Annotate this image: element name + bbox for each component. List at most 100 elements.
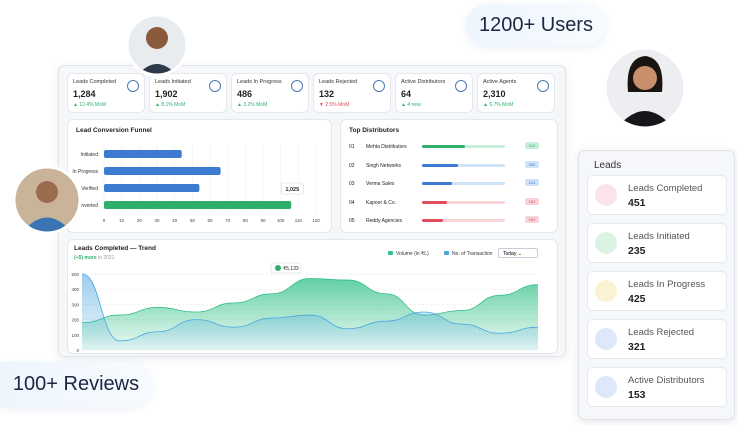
tooltip-box — [280, 182, 304, 195]
x-tick-label: 40 — [172, 218, 178, 223]
kpi-icon — [373, 80, 385, 92]
y-tick-label: 0 — [76, 348, 79, 353]
value-chip: 312 — [525, 142, 539, 149]
leads-title: Leads — [594, 160, 622, 171]
x-tick-label: 0 — [103, 218, 106, 223]
kpi-change: ▲ 12.4% MoM — [73, 102, 107, 108]
reviews-badge: 100+ Reviews — [0, 362, 152, 407]
rank: 01 — [349, 144, 355, 150]
progress-fill — [422, 219, 443, 222]
tooltip-text: 1,025 — [285, 187, 299, 193]
category-label: Converted — [75, 203, 98, 209]
legend-label: Volume (in ₹L) — [396, 251, 429, 257]
kpi-change: ▲ 8.1% MoM — [155, 102, 186, 108]
x-tick-label: 110 — [295, 218, 303, 223]
leads-panel: Leads Leads Completed 451 Leads Initiated 2… — [578, 150, 735, 420]
x-tick-label: 90 — [260, 218, 266, 223]
category-label: In Progress — [72, 169, 98, 175]
y-tick-label: 100 — [71, 333, 79, 338]
rank: 03 — [349, 181, 355, 187]
reviews-text: 100+ Reviews — [12, 373, 140, 395]
name: Mehta Distributors — [366, 144, 407, 150]
kpi-card: Leads Initiated 1,902 ▲ 8.1% MoM — [149, 73, 227, 113]
y-tick-label: 500 — [71, 272, 79, 277]
x-tick-label: 100 — [277, 218, 285, 223]
progress-fill — [422, 163, 458, 167]
distributors-card: Top Distributors 01 Mehta Distributors 312… — [340, 119, 558, 233]
y-tick-label: 400 — [71, 287, 79, 292]
rank: 05 — [349, 218, 355, 224]
kpi-value: 1,284 — [73, 89, 96, 99]
x-tick-label: 50 — [190, 218, 196, 223]
kpi-label: Active Agents — [483, 79, 517, 85]
lead-icon — [595, 280, 617, 302]
name: Kapoor & Co. — [366, 199, 397, 206]
lead-value: 425 — [628, 293, 646, 305]
kpi-value: 1,902 — [155, 89, 178, 99]
x-tick-label: 70 — [225, 218, 231, 223]
lead-value: 451 — [628, 197, 646, 209]
category-label: Initiated — [80, 152, 98, 158]
kpi-card: Leads Rejected 132 ▼ 2.5% MoM — [313, 73, 391, 113]
trend-chart: 0 100 200 300 400 500 Volume (in ₹L) No. of Tra… — [71, 251, 539, 353]
value-chip: 181 — [525, 197, 539, 205]
dropdown[interactable]: Today ⌄ — [498, 248, 538, 258]
kpi-value: 132 — [319, 89, 335, 99]
users-badge: 1200+ Users — [466, 4, 606, 46]
distributor-row: 01 Mehta Distributors 312 — [347, 142, 547, 152]
kpi-icon — [291, 80, 303, 92]
bar — [104, 167, 221, 175]
value-chip: 214 — [525, 179, 539, 186]
x-tick-label: 60 — [207, 218, 213, 223]
distributor-row: 03 Verma Sales 214 — [347, 179, 547, 189]
kpi-change: ▲ 3.2% MoM — [237, 102, 268, 108]
rank: 02 — [349, 162, 355, 169]
trend-subtitle: (+5) more in 2021 — [74, 255, 114, 261]
kpi-change: ▲ 6.7% MoM — [483, 102, 514, 108]
legend-label: No. of Transaction — [452, 251, 493, 257]
progress-fill — [422, 200, 448, 204]
rank: 04 — [349, 199, 355, 206]
kpi-label: Active Distributors — [401, 79, 446, 85]
name: Singh Networks — [366, 162, 402, 169]
line — [81, 278, 539, 324]
x-tick-label: 120 — [312, 218, 320, 223]
lead-label: Leads Completed — [628, 183, 703, 194]
subtitle-highlight: (+5) more — [74, 255, 97, 261]
distributor-row: 04 Kapoor & Co. 181 — [347, 197, 547, 208]
lead-icon — [595, 184, 617, 206]
line — [81, 273, 539, 342]
x-tick-label: 80 — [243, 218, 249, 223]
dropdown-text: Today — [503, 251, 517, 257]
progress-track — [422, 219, 505, 222]
progress-fill — [422, 145, 466, 148]
name: Reddy Agencies — [366, 218, 403, 224]
avatar — [605, 48, 685, 128]
lead-label: Leads In Progress — [628, 279, 706, 290]
lead-card: Leads In Progress 425 — [587, 271, 727, 311]
distributor-row: 02 Singh Networks 260 — [347, 160, 547, 171]
progress-track — [422, 145, 505, 148]
x-tick-label: 10 — [119, 218, 125, 223]
progress-fill — [422, 182, 452, 185]
subtitle-text: in 2021 — [98, 255, 115, 261]
category-label: Verified — [81, 186, 98, 192]
kpi-icon — [127, 80, 139, 92]
progress-track — [422, 163, 505, 167]
y-tick-label: 300 — [71, 302, 79, 307]
value-chip: 150 — [525, 216, 539, 223]
lead-label: Leads Initiated — [628, 231, 690, 242]
dashboard: Leads Completed 1,284 ▲ 12.4% MoM Leads Ini… — [58, 65, 566, 357]
funnel-title: Lead Conversion Funnel — [76, 127, 152, 134]
lead-card: Active Distributors 153 — [587, 367, 727, 407]
lead-icon — [595, 328, 617, 350]
kpi-icon — [455, 80, 467, 92]
lead-label: Leads Rejected — [628, 327, 695, 338]
funnel-chart: 0 10 20 30 40 50 60 70 80 90 100 110 120 Initiated In … — [72, 144, 320, 223]
lead-card: Leads Rejected 321 — [587, 319, 727, 359]
area — [82, 274, 538, 350]
users-text: 1200+ Users — [479, 13, 593, 36]
bar — [104, 184, 200, 192]
kpi-icon — [209, 80, 221, 92]
kpi-label: Leads Completed — [73, 79, 117, 85]
